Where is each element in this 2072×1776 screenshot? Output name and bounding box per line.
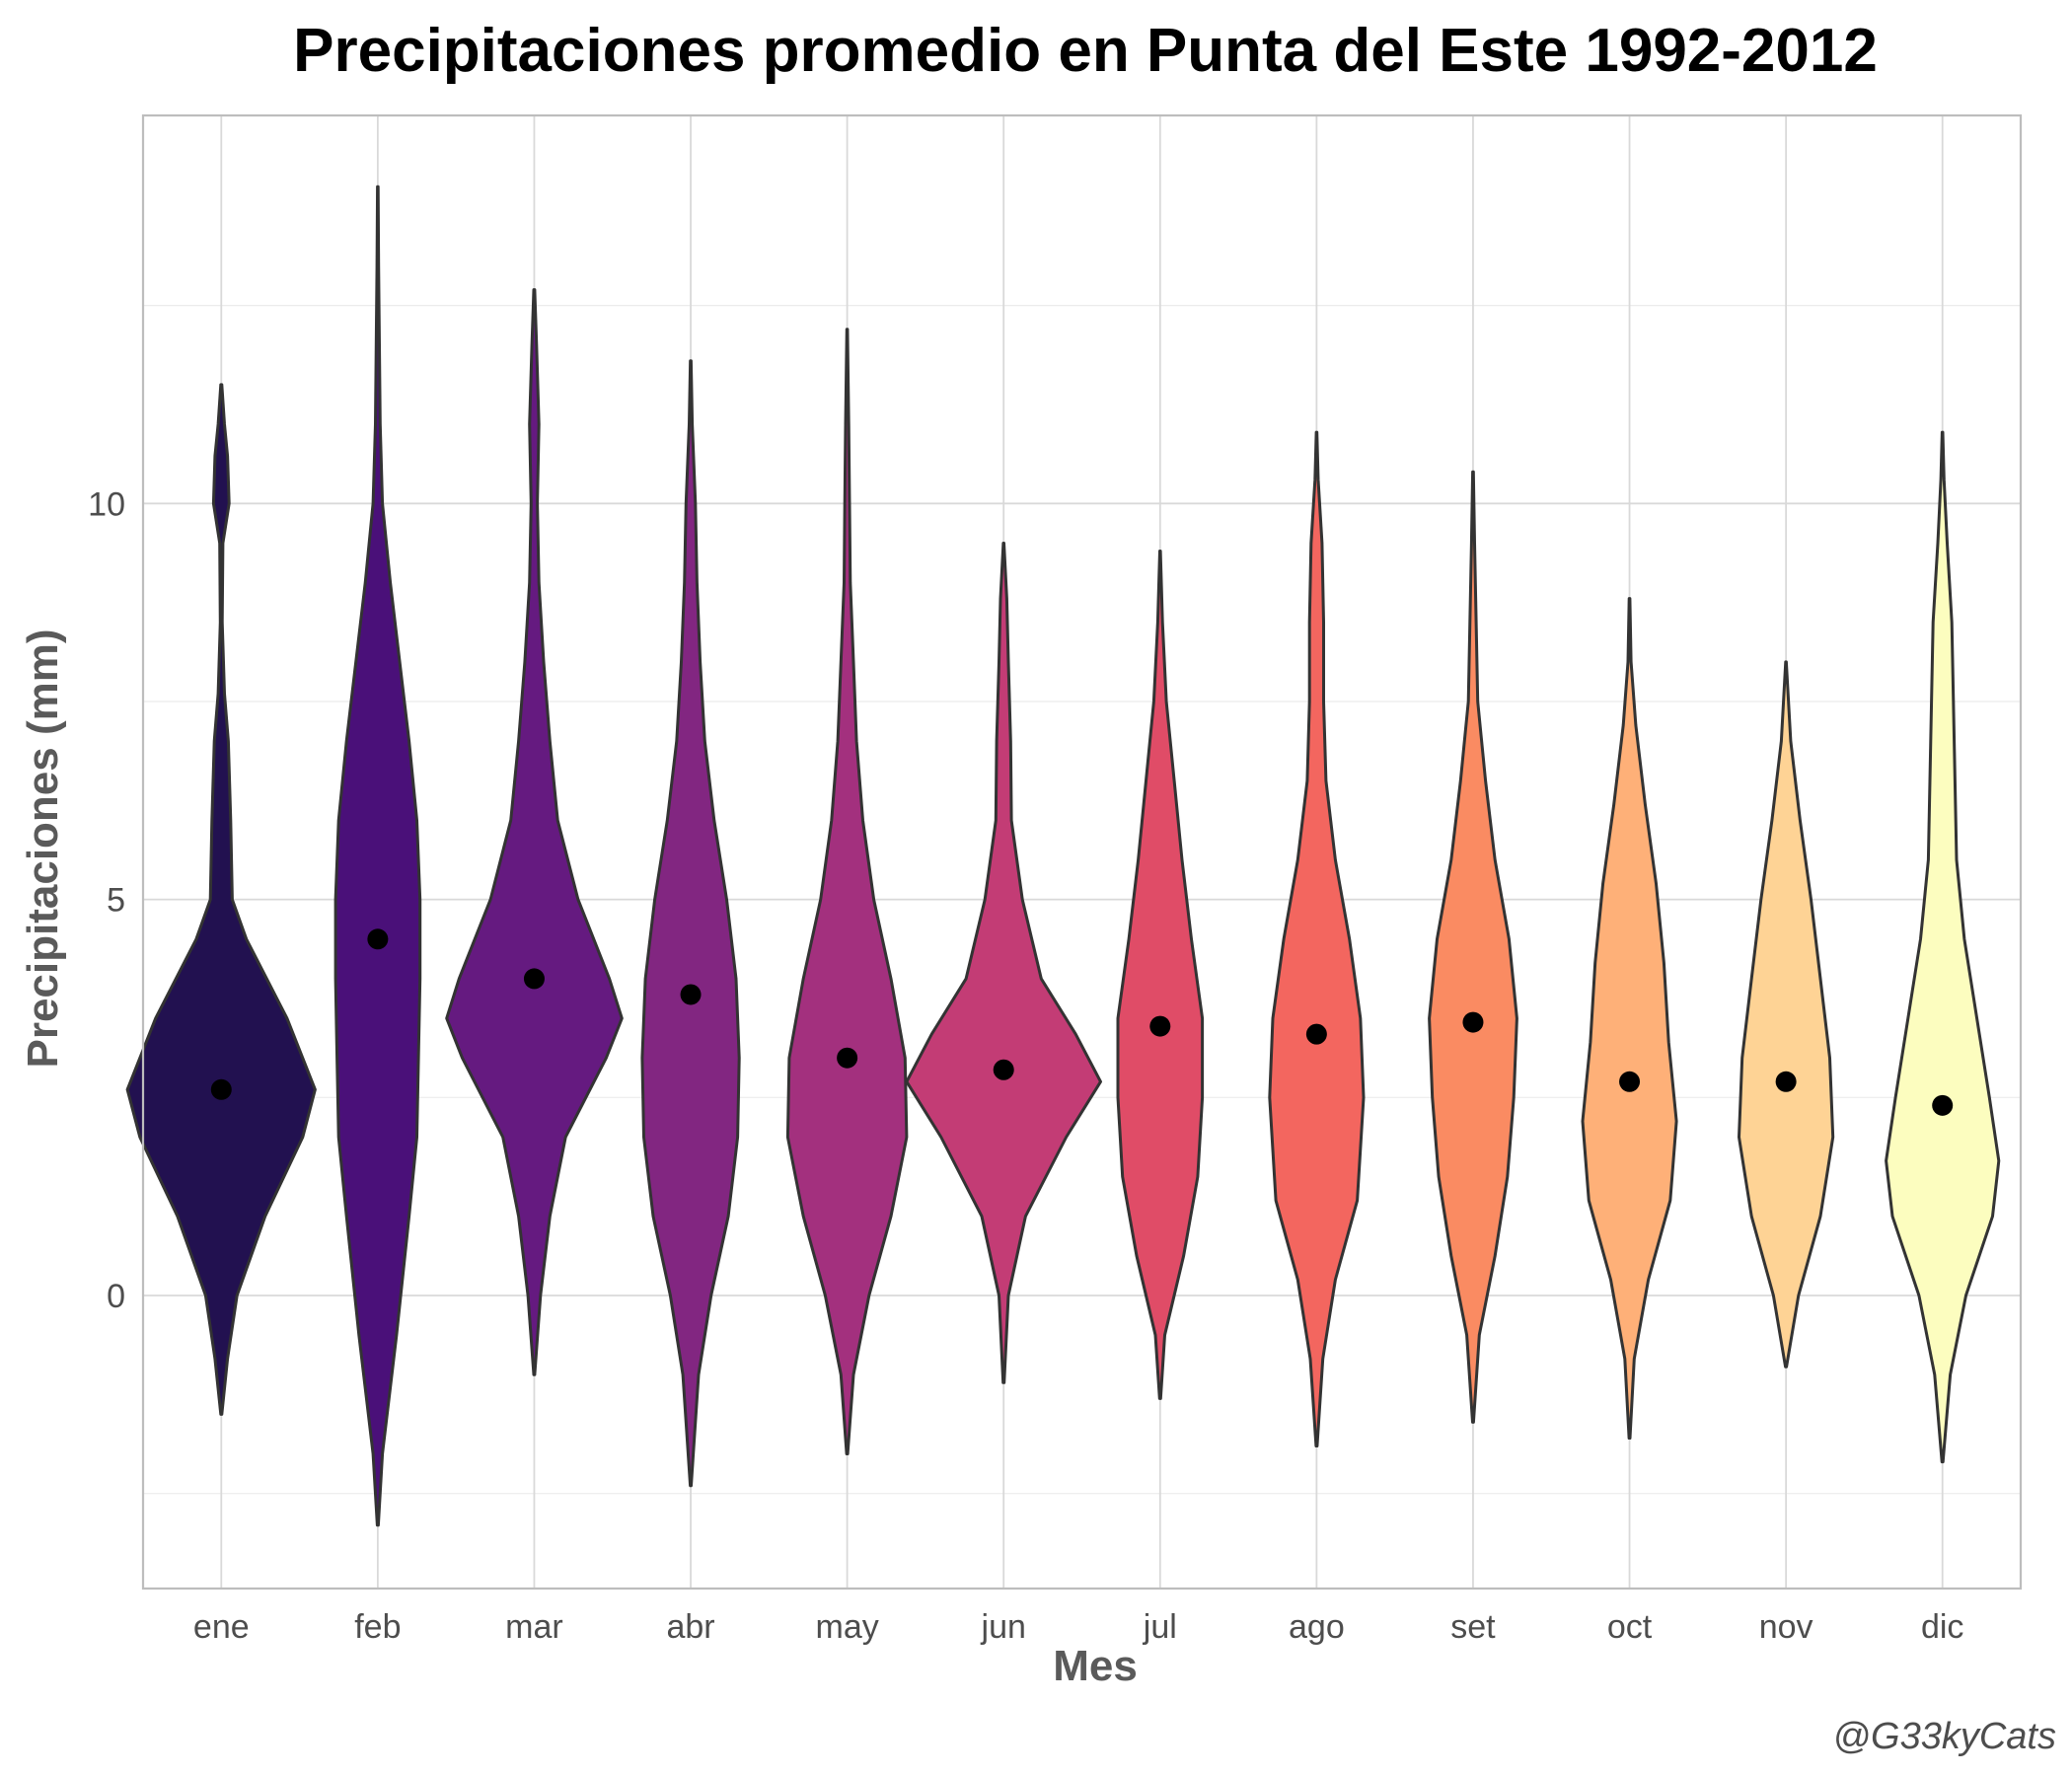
point-jul <box>1149 1015 1171 1037</box>
point-feb <box>367 928 389 950</box>
violin-jun <box>905 542 1102 1384</box>
violin-mar <box>445 288 624 1376</box>
violin-may <box>785 328 909 1455</box>
panel-border <box>141 113 2023 1591</box>
x-tick-label: may <box>816 1608 879 1646</box>
point-set <box>1462 1011 1484 1033</box>
violin-dic <box>1885 430 2001 1464</box>
x-tick-label: feb <box>354 1608 401 1646</box>
y-tick-label: 0 <box>107 1278 125 1315</box>
x-tick-label: mar <box>505 1608 563 1646</box>
x-tick-labels: ene feb mar abr may jun jul ago set oct nov dic <box>193 1608 1964 1646</box>
x-tick-label: ago <box>1289 1608 1345 1646</box>
x-tick-label: jul <box>1143 1608 1177 1646</box>
x-tick-label: oct <box>1607 1608 1653 1646</box>
violin-nov <box>1738 660 1835 1369</box>
point-dic <box>1932 1094 1954 1116</box>
x-axis-title: Mes <box>1053 1642 1138 1690</box>
x-tick-label: jun <box>981 1608 1026 1646</box>
violin-feb <box>333 185 422 1527</box>
violin-jul <box>1116 550 1205 1400</box>
y-tick-label: 5 <box>107 882 125 920</box>
violin-set <box>1428 470 1518 1424</box>
x-tick-label: dic <box>1921 1608 1963 1646</box>
point-mar <box>523 968 545 990</box>
chart-title: Precipitaciones promedio en Punta del Es… <box>293 17 1878 85</box>
violin-ago <box>1268 430 1366 1447</box>
x-tick-label: ene <box>193 1608 250 1646</box>
point-ago <box>1305 1023 1327 1045</box>
y-tick-label: 10 <box>88 485 125 523</box>
point-nov <box>1775 1071 1797 1092</box>
caption: @G33kyCats <box>1832 1716 2056 1757</box>
violin-oct <box>1581 597 1678 1440</box>
x-tick-label: nov <box>1759 1608 1813 1646</box>
violin-ene <box>125 383 317 1416</box>
violins <box>125 185 2001 1527</box>
point-oct <box>1619 1071 1641 1092</box>
point-ene <box>210 1078 232 1100</box>
point-abr <box>680 984 702 1005</box>
x-tick-label: set <box>1450 1608 1496 1646</box>
median-points <box>210 928 1954 1116</box>
y-axis-title: Precipitaciones (mm) <box>19 629 67 1068</box>
point-jun <box>993 1059 1014 1080</box>
point-may <box>837 1047 858 1069</box>
violin-abr <box>640 359 741 1488</box>
y-tick-labels: 0 5 10 <box>88 485 125 1315</box>
x-tick-label: abr <box>666 1608 714 1646</box>
